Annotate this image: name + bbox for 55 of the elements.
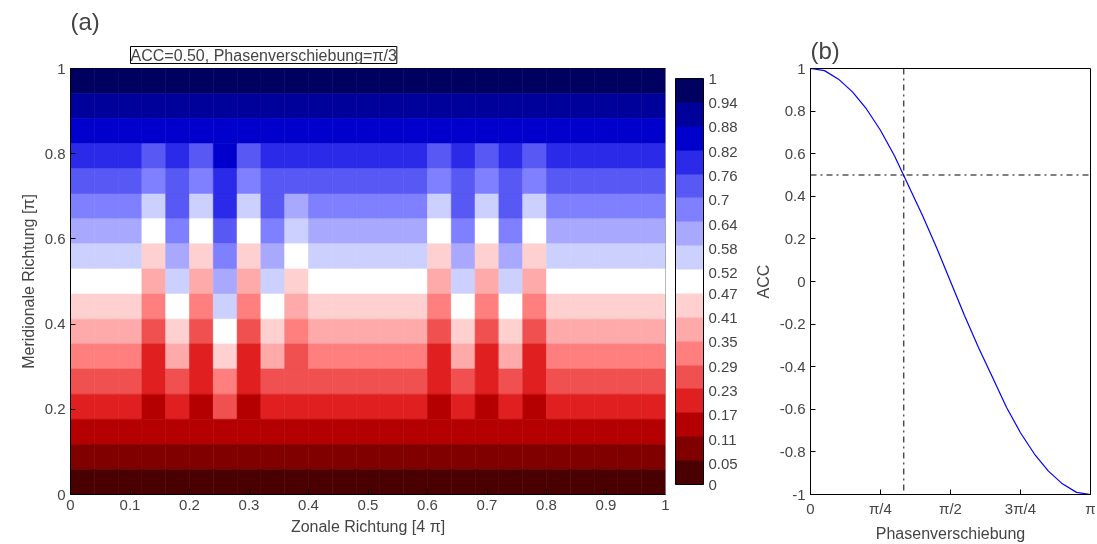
x-tick-label: 0.3 — [238, 495, 260, 513]
y-tick-label: -0.6 — [779, 400, 806, 418]
color-bar-label: 0.23 — [708, 382, 738, 400]
color-bar-label: 0.94 — [708, 93, 738, 111]
color-bar-label: 0.05 — [708, 455, 738, 473]
x-tick-label: 0.5 — [357, 495, 379, 513]
x-tick-label: 0.4 — [298, 495, 319, 513]
y-axis-title: Meridionale Richtung [π] — [19, 194, 37, 369]
x-tick-label: 0.7 — [476, 495, 498, 513]
y-tick-label: 0.2 — [44, 400, 66, 418]
x-tick-label: 1 — [661, 495, 670, 513]
y-tick-label: -1 — [792, 485, 806, 503]
y-tick-label: 1 — [57, 59, 66, 77]
color-bar-label: 0.35 — [708, 333, 738, 351]
x-tick-label: 0.9 — [595, 495, 617, 513]
x-tick-label: 0.8 — [536, 495, 557, 513]
x-axis-title: Zonale Richtung [4 π] — [290, 517, 446, 535]
y-tick-label: 1 — [797, 59, 806, 77]
color-bar-label: 0.76 — [708, 166, 738, 184]
x-tick-label: π — [1085, 499, 1096, 517]
x-tick-label: 0.2 — [179, 495, 200, 513]
y-tick-label: -0.2 — [779, 315, 806, 333]
x-tick-label: π/2 — [939, 499, 962, 517]
y-tick-label: 0.2 — [784, 229, 806, 247]
x-tick-label: 0.6 — [417, 495, 438, 513]
chart-title: (b) — [810, 36, 840, 64]
y-tick-label: 0.4 — [784, 187, 806, 205]
color-bar-label: 0.64 — [708, 215, 738, 233]
x-axis-title: Phasenverschiebung — [875, 524, 1026, 542]
color-bar-label: 0.88 — [708, 118, 738, 136]
chart-title: (a) — [70, 7, 100, 35]
y-tick-label: -0.4 — [779, 357, 806, 375]
x-tick-label: 3π/4 — [1004, 499, 1037, 517]
color-bar-label: 0.29 — [708, 357, 738, 375]
color-bar-label: 1 — [708, 69, 717, 87]
color-bar-label: 0 — [708, 475, 717, 493]
x-tick-label: 0.1 — [119, 495, 141, 513]
color-bar-label: 0.52 — [708, 264, 738, 282]
y-tick-label: 0.6 — [784, 144, 806, 162]
color-bar-label: 0.7 — [708, 191, 730, 209]
y-tick-label: 0.8 — [784, 102, 806, 120]
color-bar-label: 0.58 — [708, 240, 738, 258]
y-axis-title: ACC — [754, 264, 772, 299]
y-tick-label: 0.8 — [44, 144, 66, 162]
color-bar-label: 0.47 — [708, 284, 738, 302]
color-bar-label: 0.17 — [708, 406, 738, 424]
y-tick-label: 0 — [797, 272, 806, 290]
x-tick-label: π/4 — [869, 499, 892, 517]
line-series — [810, 68, 1091, 495]
color-bar-label: 0.11 — [708, 430, 737, 448]
y-tick-label: 0.4 — [44, 315, 66, 333]
y-tick-label: 0.6 — [44, 229, 66, 247]
color-bar-label: 0.82 — [708, 142, 738, 160]
y-tick-label: -0.8 — [779, 442, 806, 460]
color-bar-label: 0.41 — [708, 309, 738, 327]
